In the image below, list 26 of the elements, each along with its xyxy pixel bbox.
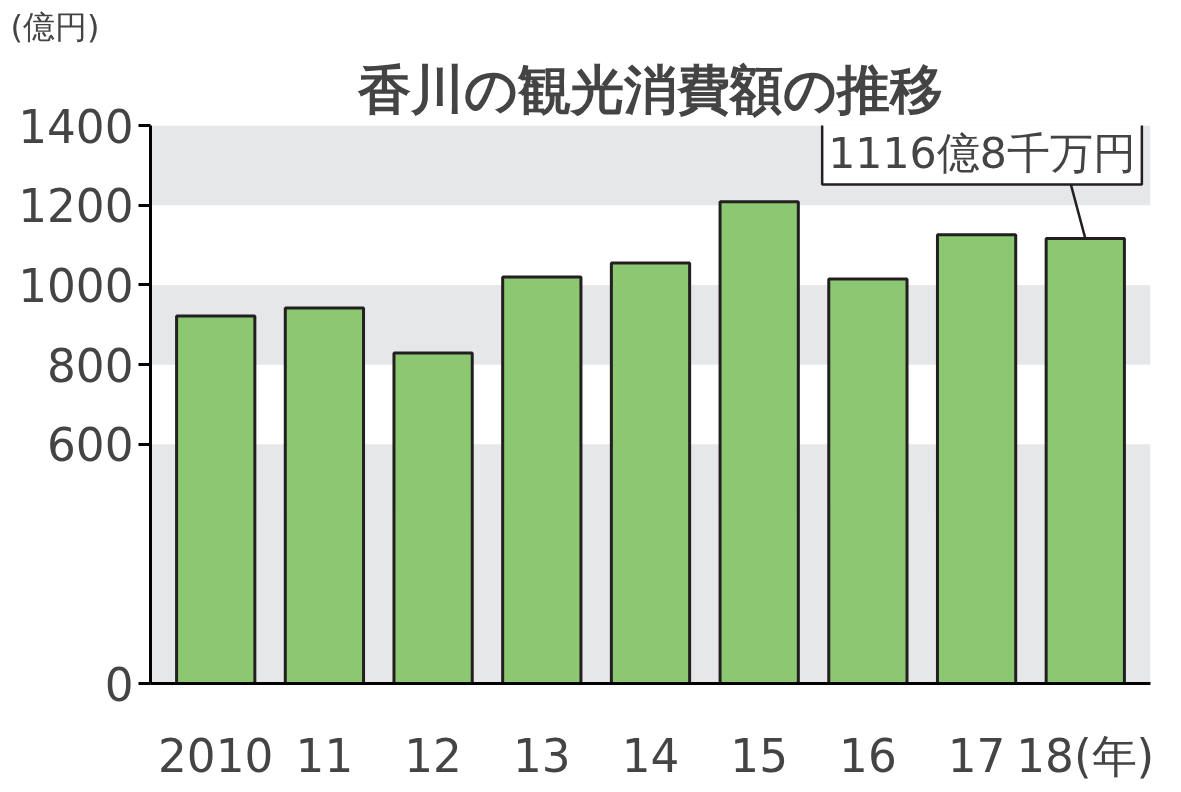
x-tick-label: 16	[839, 729, 897, 783]
chart-title: 香川の観光消費額の推移	[357, 57, 943, 121]
bar	[718, 200, 800, 684]
x-tick-label: 17	[947, 729, 1006, 783]
y-tick-label: 1400	[18, 100, 134, 154]
y-tick-label: 0	[104, 658, 134, 712]
y-tick-label: 1000	[18, 259, 134, 313]
x-tick-label: 13	[512, 729, 571, 783]
x-tick-label: 12	[404, 729, 462, 783]
y-tick-label: 600	[46, 419, 134, 473]
x-tick-label: 15	[730, 729, 789, 783]
bar	[501, 275, 583, 684]
bar	[175, 314, 257, 684]
bar	[827, 277, 909, 684]
bar	[283, 306, 366, 684]
bar	[392, 351, 474, 684]
x-tick-label: 14	[621, 729, 680, 783]
bar	[609, 261, 692, 684]
y-axis-title: (億円)	[10, 7, 100, 46]
y-tick-label: 1200	[18, 180, 134, 234]
y-tick-label: 800	[46, 339, 134, 393]
x-tick-label: 2010	[158, 729, 274, 783]
x-tick-label: 18(年)	[1016, 729, 1155, 783]
bar	[935, 233, 1018, 684]
annotation: 1116億8千万円	[828, 128, 1136, 179]
x-tick-label: 11	[295, 729, 354, 783]
